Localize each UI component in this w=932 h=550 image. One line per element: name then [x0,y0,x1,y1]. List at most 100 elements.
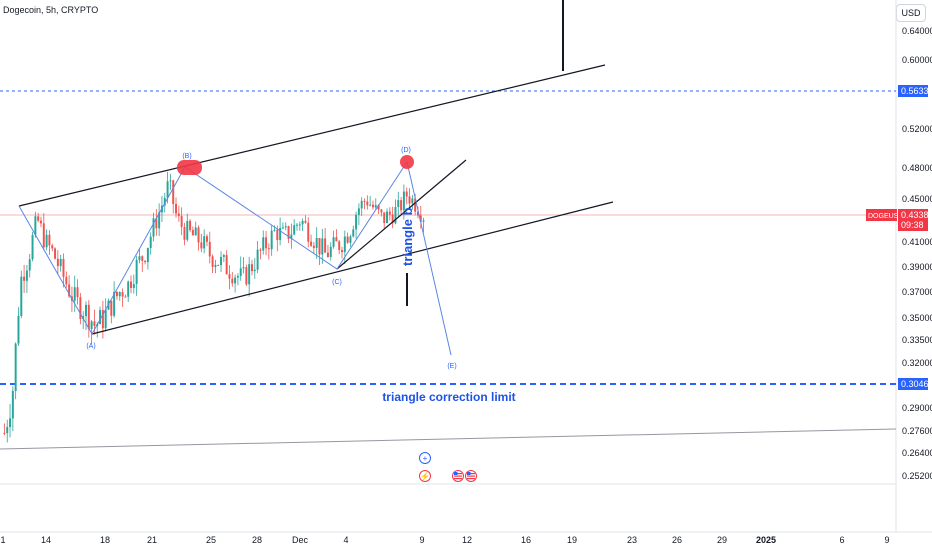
candle-body [326,252,329,257]
price-tick: 0.39000 [902,262,932,272]
candle-body [304,220,307,223]
wave-d-highlight[interactable] [400,155,414,169]
level-badge-upper [898,85,928,97]
candle-body [245,267,248,285]
candle-body [307,222,310,242]
candle-body [248,264,251,285]
candle-body [101,310,104,329]
candle-body [118,292,121,297]
candle-body [191,229,194,236]
candle-body [377,205,380,210]
flash-icon[interactable] [419,470,431,482]
candle-body [343,236,346,253]
plus-icon[interactable] [419,452,431,464]
candle-body [276,229,279,240]
candle-body [17,315,20,344]
triangle-upper-line[interactable] [336,159,467,270]
candle-body [265,237,268,249]
event-icons[interactable]: + ⚡ [419,452,477,482]
candle-body [175,203,178,214]
price-tick: 0.35000 [902,313,932,323]
current-price-badge [898,209,928,231]
wave-label-b: (B) [182,153,191,160]
time-tick: 16 [521,535,531,545]
time-tick: 18 [100,535,110,545]
price-tick: 0.26400 [902,448,932,458]
price-tick: 0.25200 [902,471,932,481]
price-axis[interactable]: 0.64000 0.60000 0.52000 0.48000 0.45000 … [902,26,932,481]
level-badge-lower-text: 0.30460 [901,379,932,389]
candle-body [414,198,417,212]
candle-body [281,227,284,229]
candle-body [163,197,166,206]
time-tick: 9 [419,535,424,545]
candle-body [121,292,124,297]
time-tick: 12 [462,535,472,545]
candle-body [205,236,208,242]
price-tick: 0.52000 [902,124,932,134]
candle-body [186,220,189,240]
candle-body [113,291,116,316]
candle-body [144,260,147,263]
candle-body [357,208,360,215]
candle-body [270,230,273,250]
wave-b-highlight[interactable] [177,160,202,175]
candle-body [349,236,352,243]
channel-upper-line[interactable] [18,64,606,207]
candle-body [318,238,321,255]
time-tick: 28 [252,535,262,545]
channel-lower-line[interactable] [91,201,614,335]
candle-body [236,276,239,278]
candle-body [25,270,28,281]
candle-body [397,200,400,207]
candle-body [298,224,301,226]
candle-body [39,220,42,224]
candle-body [346,236,349,243]
candle-body [51,245,54,249]
candle-body [149,236,152,248]
candle-body [214,264,217,267]
time-tick: 9 [884,535,889,545]
candle-body [132,284,135,288]
elliott-wave-path[interactable] [18,160,452,356]
price-tick: 0.41000 [902,237,932,247]
candle-body [267,248,270,250]
candle-body [127,281,130,297]
candle-body [158,212,161,229]
price-tick: 0.60000 [902,55,932,65]
price-tick: 0.29000 [902,403,932,413]
time-tick: 4 [343,535,348,545]
candle-body [231,278,234,284]
candle-body [408,196,411,204]
us-flag-icon[interactable] [465,470,477,482]
correction-limit-label: triangle correction limit [382,390,515,404]
candle-body [388,211,391,215]
us-flag-icon[interactable] [452,470,464,482]
price-tick: 0.27600 [902,426,932,436]
candle-body [208,241,211,257]
price-tick: 0.37000 [902,287,932,297]
candle-body [321,238,324,255]
candle-body [250,264,253,272]
time-tick: Dec [292,535,309,545]
candle-body [177,213,180,217]
time-tick: 26 [672,535,682,545]
candle-body [90,321,93,330]
candle-body [391,214,394,224]
candle-body [259,249,262,251]
long-trendline[interactable] [0,428,897,450]
candle-body [34,216,37,236]
time-axis[interactable]: 1 14 18 21 25 28 Dec 4 9 12 16 19 23 26 … [0,535,889,545]
wave-label-a: (A) [86,343,95,350]
candle-body [124,296,127,298]
symbol-badge [866,209,897,221]
candle-body [352,229,355,237]
candle-body [220,256,223,266]
candle-body [287,226,290,239]
candle-body [197,227,200,243]
candle-body [360,200,363,209]
candle-body [253,269,256,272]
candle-body [371,204,374,208]
time-tick: 6 [839,535,844,545]
